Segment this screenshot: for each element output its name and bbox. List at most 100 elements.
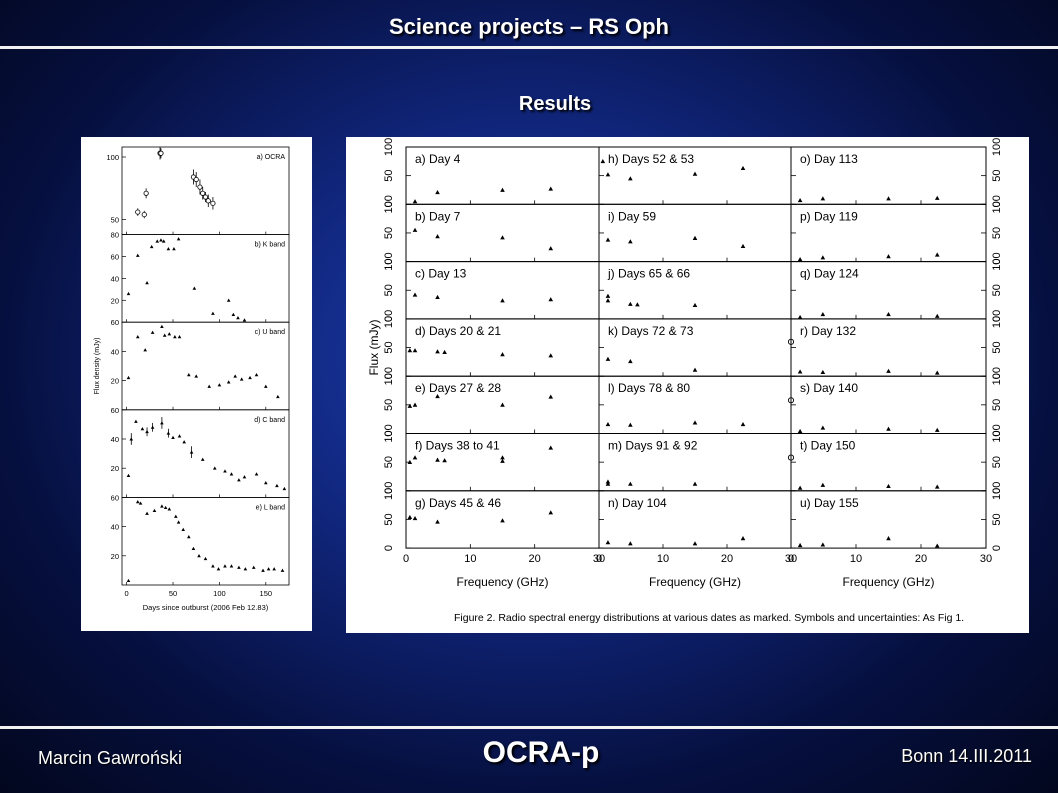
lc-data-point bbox=[233, 374, 237, 378]
sed-y-tick-label: 0 bbox=[383, 373, 395, 379]
sed-panel-label: h) Days 52 & 53 bbox=[608, 152, 694, 166]
lc-y-tick-label: 40 bbox=[111, 347, 119, 356]
sed-y-tick-label: 50 bbox=[991, 513, 1003, 525]
lc-data-point bbox=[149, 244, 154, 249]
lc-y-tick-label: 60 bbox=[111, 493, 119, 502]
lc-data-point bbox=[155, 239, 160, 243]
sed-figure-caption: Figure 2. Radio spectral energy distribu… bbox=[454, 612, 964, 624]
lc-data-point bbox=[276, 394, 280, 399]
sed-panel-label: a) Day 4 bbox=[415, 152, 461, 166]
sed-data-point bbox=[548, 510, 554, 515]
sed-y-axis-label: Flux (mJy) bbox=[367, 320, 381, 376]
sed-y-tick-label: 0 bbox=[383, 545, 395, 551]
sed-data-point bbox=[605, 237, 611, 242]
sed-y-tick-label: 100 bbox=[383, 195, 395, 213]
sed-y-tick-label: 100 bbox=[991, 367, 1003, 385]
lc-data-point bbox=[197, 184, 203, 190]
lc-panel-label: c) U band bbox=[255, 329, 285, 336]
sed-data-point bbox=[548, 445, 554, 450]
sed-data-point bbox=[412, 227, 418, 232]
lc-data-point bbox=[193, 176, 199, 183]
lc-y-tick-label: 40 bbox=[111, 274, 119, 283]
sed-data-point bbox=[605, 481, 611, 486]
sed-x-axis-label: Frequency (GHz) bbox=[649, 575, 741, 589]
lc-data-point bbox=[135, 253, 140, 257]
sed-data-point bbox=[797, 314, 803, 320]
sed-y-tick-label: 100 bbox=[383, 367, 395, 385]
lc-data-point bbox=[138, 501, 143, 505]
lc-data-point bbox=[135, 499, 140, 504]
sed-panel-label: t) Day 150 bbox=[800, 439, 856, 453]
sed-data-point bbox=[605, 293, 611, 298]
sed-panel-label: k) Days 72 & 73 bbox=[608, 324, 694, 338]
sed-data-point bbox=[500, 187, 505, 192]
lc-data-point bbox=[210, 200, 216, 206]
lc-data-point bbox=[223, 564, 227, 568]
lc-data-point bbox=[200, 457, 205, 461]
sed-y-tick-label: 50 bbox=[991, 284, 1003, 296]
lc-data-point bbox=[145, 280, 149, 285]
lc-data-point bbox=[135, 209, 141, 215]
lc-data-point bbox=[202, 194, 209, 200]
lc-data-point bbox=[176, 237, 181, 241]
sed-data-point bbox=[412, 516, 418, 521]
lc-data-point bbox=[176, 520, 181, 524]
sed-y-tick-label: 0 bbox=[991, 259, 1003, 265]
sed-data-point bbox=[412, 199, 418, 204]
sed-data-point bbox=[412, 292, 418, 297]
sed-data-point bbox=[500, 235, 505, 240]
sed-data-point bbox=[628, 541, 633, 546]
lc-data-point bbox=[282, 486, 287, 491]
sed-data-point bbox=[797, 257, 803, 262]
lc-data-point bbox=[129, 437, 134, 441]
lc-data-point bbox=[145, 511, 149, 515]
lc-data-point bbox=[239, 377, 244, 381]
sed-y-tick-label: 50 bbox=[991, 399, 1003, 411]
lc-data-point bbox=[254, 372, 259, 377]
sed-panel-label: j) Days 65 & 66 bbox=[607, 267, 690, 281]
sed-y-tick-label: 50 bbox=[383, 399, 395, 411]
sed-data-point bbox=[407, 514, 413, 519]
sed-data-point bbox=[692, 171, 698, 176]
sed-y-tick-label: 100 bbox=[383, 424, 395, 442]
sed-y-tick-label: 0 bbox=[383, 316, 395, 322]
lc-data-point bbox=[177, 434, 182, 438]
lc-data-point bbox=[134, 419, 138, 423]
sed-data-point bbox=[934, 484, 940, 489]
lc-data-point bbox=[237, 478, 241, 482]
lc-data-point bbox=[143, 348, 147, 352]
sed-data-point bbox=[692, 481, 698, 486]
sed-data-point bbox=[886, 536, 891, 541]
lc-data-point bbox=[171, 435, 175, 439]
lc-data-point bbox=[205, 198, 211, 204]
lc-data-point bbox=[266, 567, 271, 571]
sed-data-point bbox=[605, 422, 611, 427]
lc-data-point bbox=[161, 239, 166, 243]
sed-data-point bbox=[635, 302, 640, 307]
lc-data-point bbox=[192, 286, 197, 290]
slide-subtitle: Results bbox=[518, 93, 592, 115]
sed-data-point bbox=[628, 176, 633, 181]
lc-x-tick-label: 150 bbox=[260, 589, 273, 598]
sed-data-point bbox=[605, 479, 611, 484]
sed-data-point bbox=[442, 349, 447, 354]
slide-title: Science projects – RS Oph bbox=[389, 14, 669, 39]
sed-data-point bbox=[500, 298, 505, 303]
lc-data-point bbox=[217, 383, 222, 387]
lc-data-point bbox=[167, 332, 172, 336]
sed-x-tick-label: 30 bbox=[785, 553, 797, 565]
lc-y-tick-label: 20 bbox=[111, 464, 119, 473]
lc-data-point bbox=[126, 375, 131, 380]
lc-data-point bbox=[231, 312, 236, 316]
sed-y-tick-label: 0 bbox=[991, 373, 1003, 379]
lc-data-point bbox=[243, 567, 248, 571]
lightcurve-chart: a) OCRA 50 100 b) K band 20 40 60 80 c) U band 20… bbox=[94, 146, 290, 612]
sed-y-tick-label: 100 bbox=[383, 482, 395, 500]
sed-y-tick-label: 50 bbox=[383, 513, 395, 525]
sed-data-point bbox=[628, 239, 633, 244]
sed-y-tick-label: 50 bbox=[991, 227, 1003, 239]
lc-data-point bbox=[216, 567, 221, 571]
sed-data-point bbox=[934, 370, 940, 375]
sed-data-point bbox=[435, 457, 440, 462]
sed-data-point bbox=[407, 459, 413, 464]
